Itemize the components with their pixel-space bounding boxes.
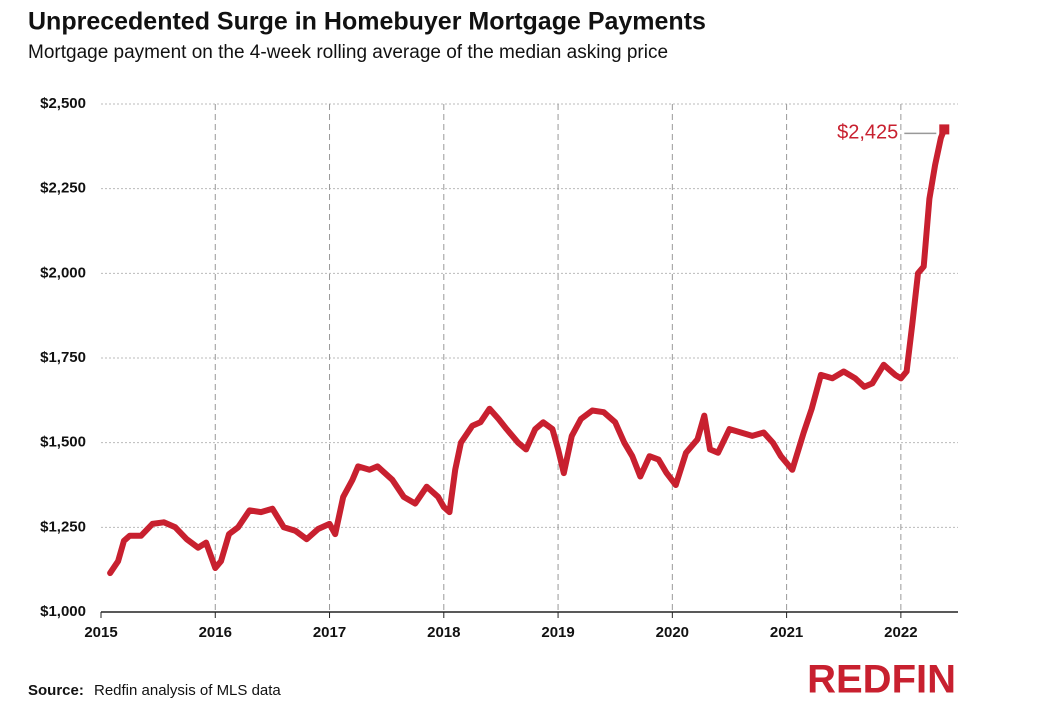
x-tick-label: 2015: [84, 624, 117, 641]
source: Redfin analysis of MLS data: [94, 682, 281, 699]
x-tick-label: 2021: [770, 624, 803, 641]
logo: REDFIN: [807, 658, 956, 702]
y-tick-label: $1,500: [40, 434, 86, 451]
y-tick-label: $1,750: [40, 349, 86, 366]
x-tick-label: 2016: [199, 624, 232, 641]
x-tick-label: 2022: [884, 624, 917, 641]
chart-subtitle: Mortgage payment on the 4-week rolling a…: [28, 42, 668, 63]
x-tick-label: 2019: [541, 624, 574, 641]
x-tick-label: 2018: [427, 624, 460, 641]
y-tick-label: $2,500: [40, 95, 86, 112]
annotation: $2,425: [837, 122, 898, 144]
source-label: Source:: [28, 682, 84, 699]
x-tick-label: 2017: [313, 624, 346, 641]
y-tick-label: $2,250: [40, 180, 86, 197]
end-point: [939, 124, 950, 135]
y-tick-label: $1,000: [40, 603, 86, 620]
line: [107, 126, 948, 577]
y-tick-label: $1,250: [40, 518, 86, 535]
chart-title: Unprecedented Surge in Homebuyer Mortgag…: [28, 8, 706, 36]
y-tick-label: $2,000: [40, 264, 86, 281]
x-tick-label: 2020: [656, 624, 689, 641]
